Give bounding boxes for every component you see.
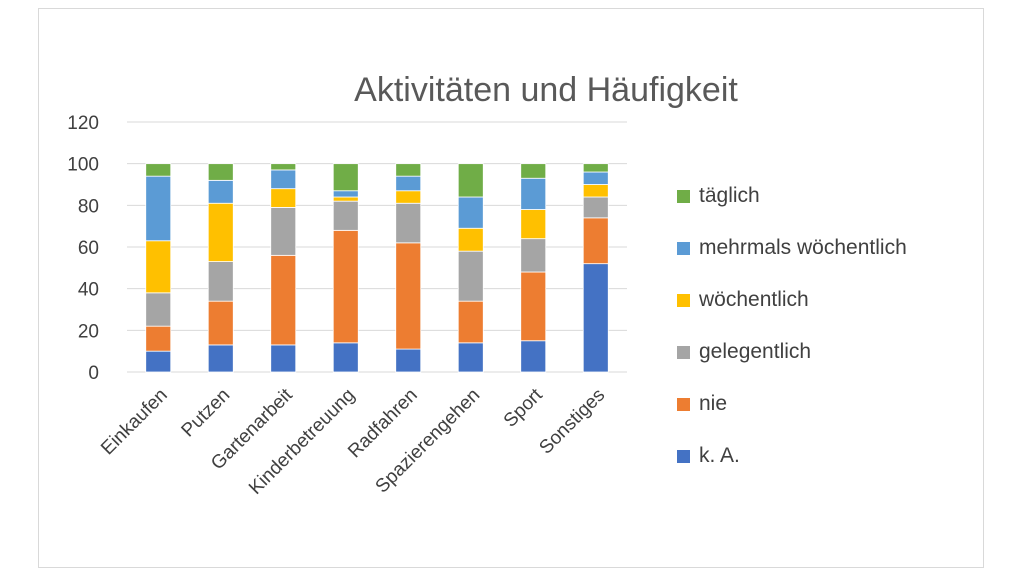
legend-swatch — [677, 398, 690, 411]
bar-segment — [207, 344, 234, 373]
x-tick-label: Spazierengehen — [372, 385, 485, 498]
bar-segment — [332, 196, 359, 202]
legend-label: k. A. — [699, 444, 740, 467]
bar-segment — [145, 325, 172, 352]
bar-segment — [270, 163, 297, 171]
bar-segment — [270, 344, 297, 373]
bar-segment — [457, 300, 484, 344]
legend-swatch — [677, 450, 690, 463]
bar-segment — [520, 177, 547, 210]
bar-segment — [582, 171, 609, 185]
bar-segment — [520, 238, 547, 273]
gridlines — [127, 121, 627, 373]
x-tick-label: Einkaufen — [97, 385, 172, 460]
bar-segment — [270, 207, 297, 256]
bar-segment — [457, 163, 484, 198]
bar-segment — [395, 348, 422, 373]
chart-area: Aktivitäten und Häufigkeit 0 20 40 60 80 100 1… — [38, 8, 984, 568]
bar-segment — [207, 300, 234, 346]
bar-segment — [207, 179, 234, 204]
legend-swatch — [677, 294, 690, 307]
y-tick-label: 80 — [78, 196, 99, 217]
x-tick-label: Sport — [500, 384, 547, 431]
bar-segment — [582, 217, 609, 265]
bar-segment — [145, 175, 172, 242]
bar-segment — [145, 350, 172, 373]
bar-segment — [395, 202, 422, 244]
bar-segment — [332, 163, 359, 192]
y-tick-label: 100 — [67, 155, 99, 176]
bar-segment — [145, 292, 172, 327]
chart: Aktivitäten und Häufigkeit 0 20 40 60 80 100 1… — [67, 71, 907, 499]
x-tick-label: Sonstiges — [535, 385, 609, 459]
y-axis: 0 20 40 60 80 100 120 — [67, 113, 99, 384]
y-tick-label: 40 — [78, 280, 99, 301]
bar-segment — [582, 263, 609, 373]
x-axis: Einkaufen PutzenGartenarbeitKinderbetreuu… — [97, 384, 609, 499]
bar-segment — [395, 163, 422, 177]
bar-segment — [520, 271, 547, 342]
bar-segment — [270, 254, 297, 346]
bar-segment — [457, 196, 484, 229]
x-tick-label: Putzen — [178, 385, 235, 442]
legend-swatch — [677, 242, 690, 255]
legend-label: mehrmals wöchentlich — [699, 236, 907, 259]
bar-segment — [520, 163, 547, 179]
bar-segment — [582, 184, 609, 198]
legend-label: nie — [699, 392, 727, 415]
bar-segment — [395, 175, 422, 192]
bar-segment — [207, 163, 234, 181]
legend-label: täglich — [699, 184, 760, 207]
bar-segment — [145, 240, 172, 294]
bar-segment — [520, 340, 547, 373]
bars — [145, 163, 609, 373]
bar-segment — [145, 163, 172, 177]
bar-segment — [520, 209, 547, 240]
y-tick-label: 60 — [78, 238, 99, 259]
bar-segment — [582, 163, 609, 173]
bar-segment — [332, 200, 359, 231]
bar-segment — [395, 242, 422, 350]
bar-segment — [332, 342, 359, 373]
bar-segment — [582, 196, 609, 219]
bar-segment — [395, 190, 422, 204]
bar-segment — [270, 188, 297, 208]
y-tick-label: 120 — [67, 113, 99, 134]
bar-segment — [207, 261, 234, 302]
legend: täglich mehrmals wöchentlich wöchentlich ge… — [677, 184, 907, 467]
bar-segment — [207, 202, 234, 262]
bar-segment — [457, 250, 484, 302]
chart-title: Aktivitäten und Häufigkeit — [354, 71, 738, 109]
x-tick-label: Kinderbetreuung — [245, 385, 359, 499]
bar-segment — [457, 342, 484, 373]
bar-segment — [270, 169, 297, 190]
legend-swatch — [677, 346, 690, 359]
y-tick-label: 20 — [78, 321, 99, 342]
legend-label: gelegentlich — [699, 340, 811, 363]
bar-segment — [332, 229, 359, 344]
bar-segment — [332, 190, 359, 198]
bar-segment — [457, 227, 484, 252]
legend-swatch — [677, 190, 690, 203]
y-tick-label: 0 — [88, 363, 99, 384]
legend-label: wöchentlich — [698, 288, 809, 311]
